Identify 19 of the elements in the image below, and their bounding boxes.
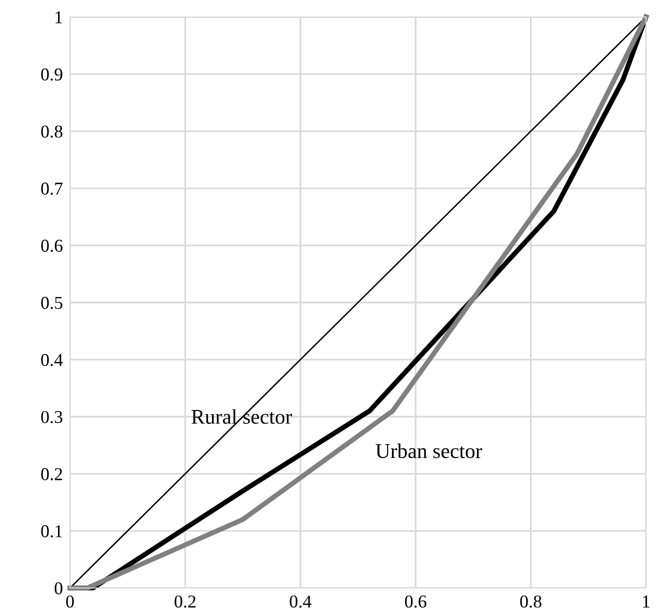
x-tick-label: 0 — [66, 595, 74, 608]
y-tick-label: 0.6 — [41, 240, 63, 252]
x-tick-label: 0.8 — [520, 595, 542, 608]
annotation: Rural sector — [192, 409, 292, 424]
y-tick-label: 1 — [56, 11, 62, 24]
y-tick-label: 0 — [54, 582, 62, 594]
y-tick-label: 0.5 — [41, 296, 62, 310]
x-tick-label: 0.4 — [290, 595, 312, 608]
y-tick-label: 0.7 — [41, 182, 63, 195]
y-tick-label: 0.3 — [41, 410, 62, 424]
x-tick-label: 0.2 — [174, 595, 196, 608]
y-tick-label: 0.4 — [41, 354, 63, 366]
y-tick-label: 0.8 — [41, 125, 62, 138]
y-tick-label: 0.2 — [41, 468, 62, 480]
annotation: Urban sector — [376, 443, 482, 458]
y-tick-label: 0.1 — [41, 525, 62, 538]
y-tick-label: 0.9 — [41, 68, 62, 81]
x-tick-label: 1 — [643, 596, 650, 608]
x-tick-label: 0.6 — [405, 595, 426, 608]
